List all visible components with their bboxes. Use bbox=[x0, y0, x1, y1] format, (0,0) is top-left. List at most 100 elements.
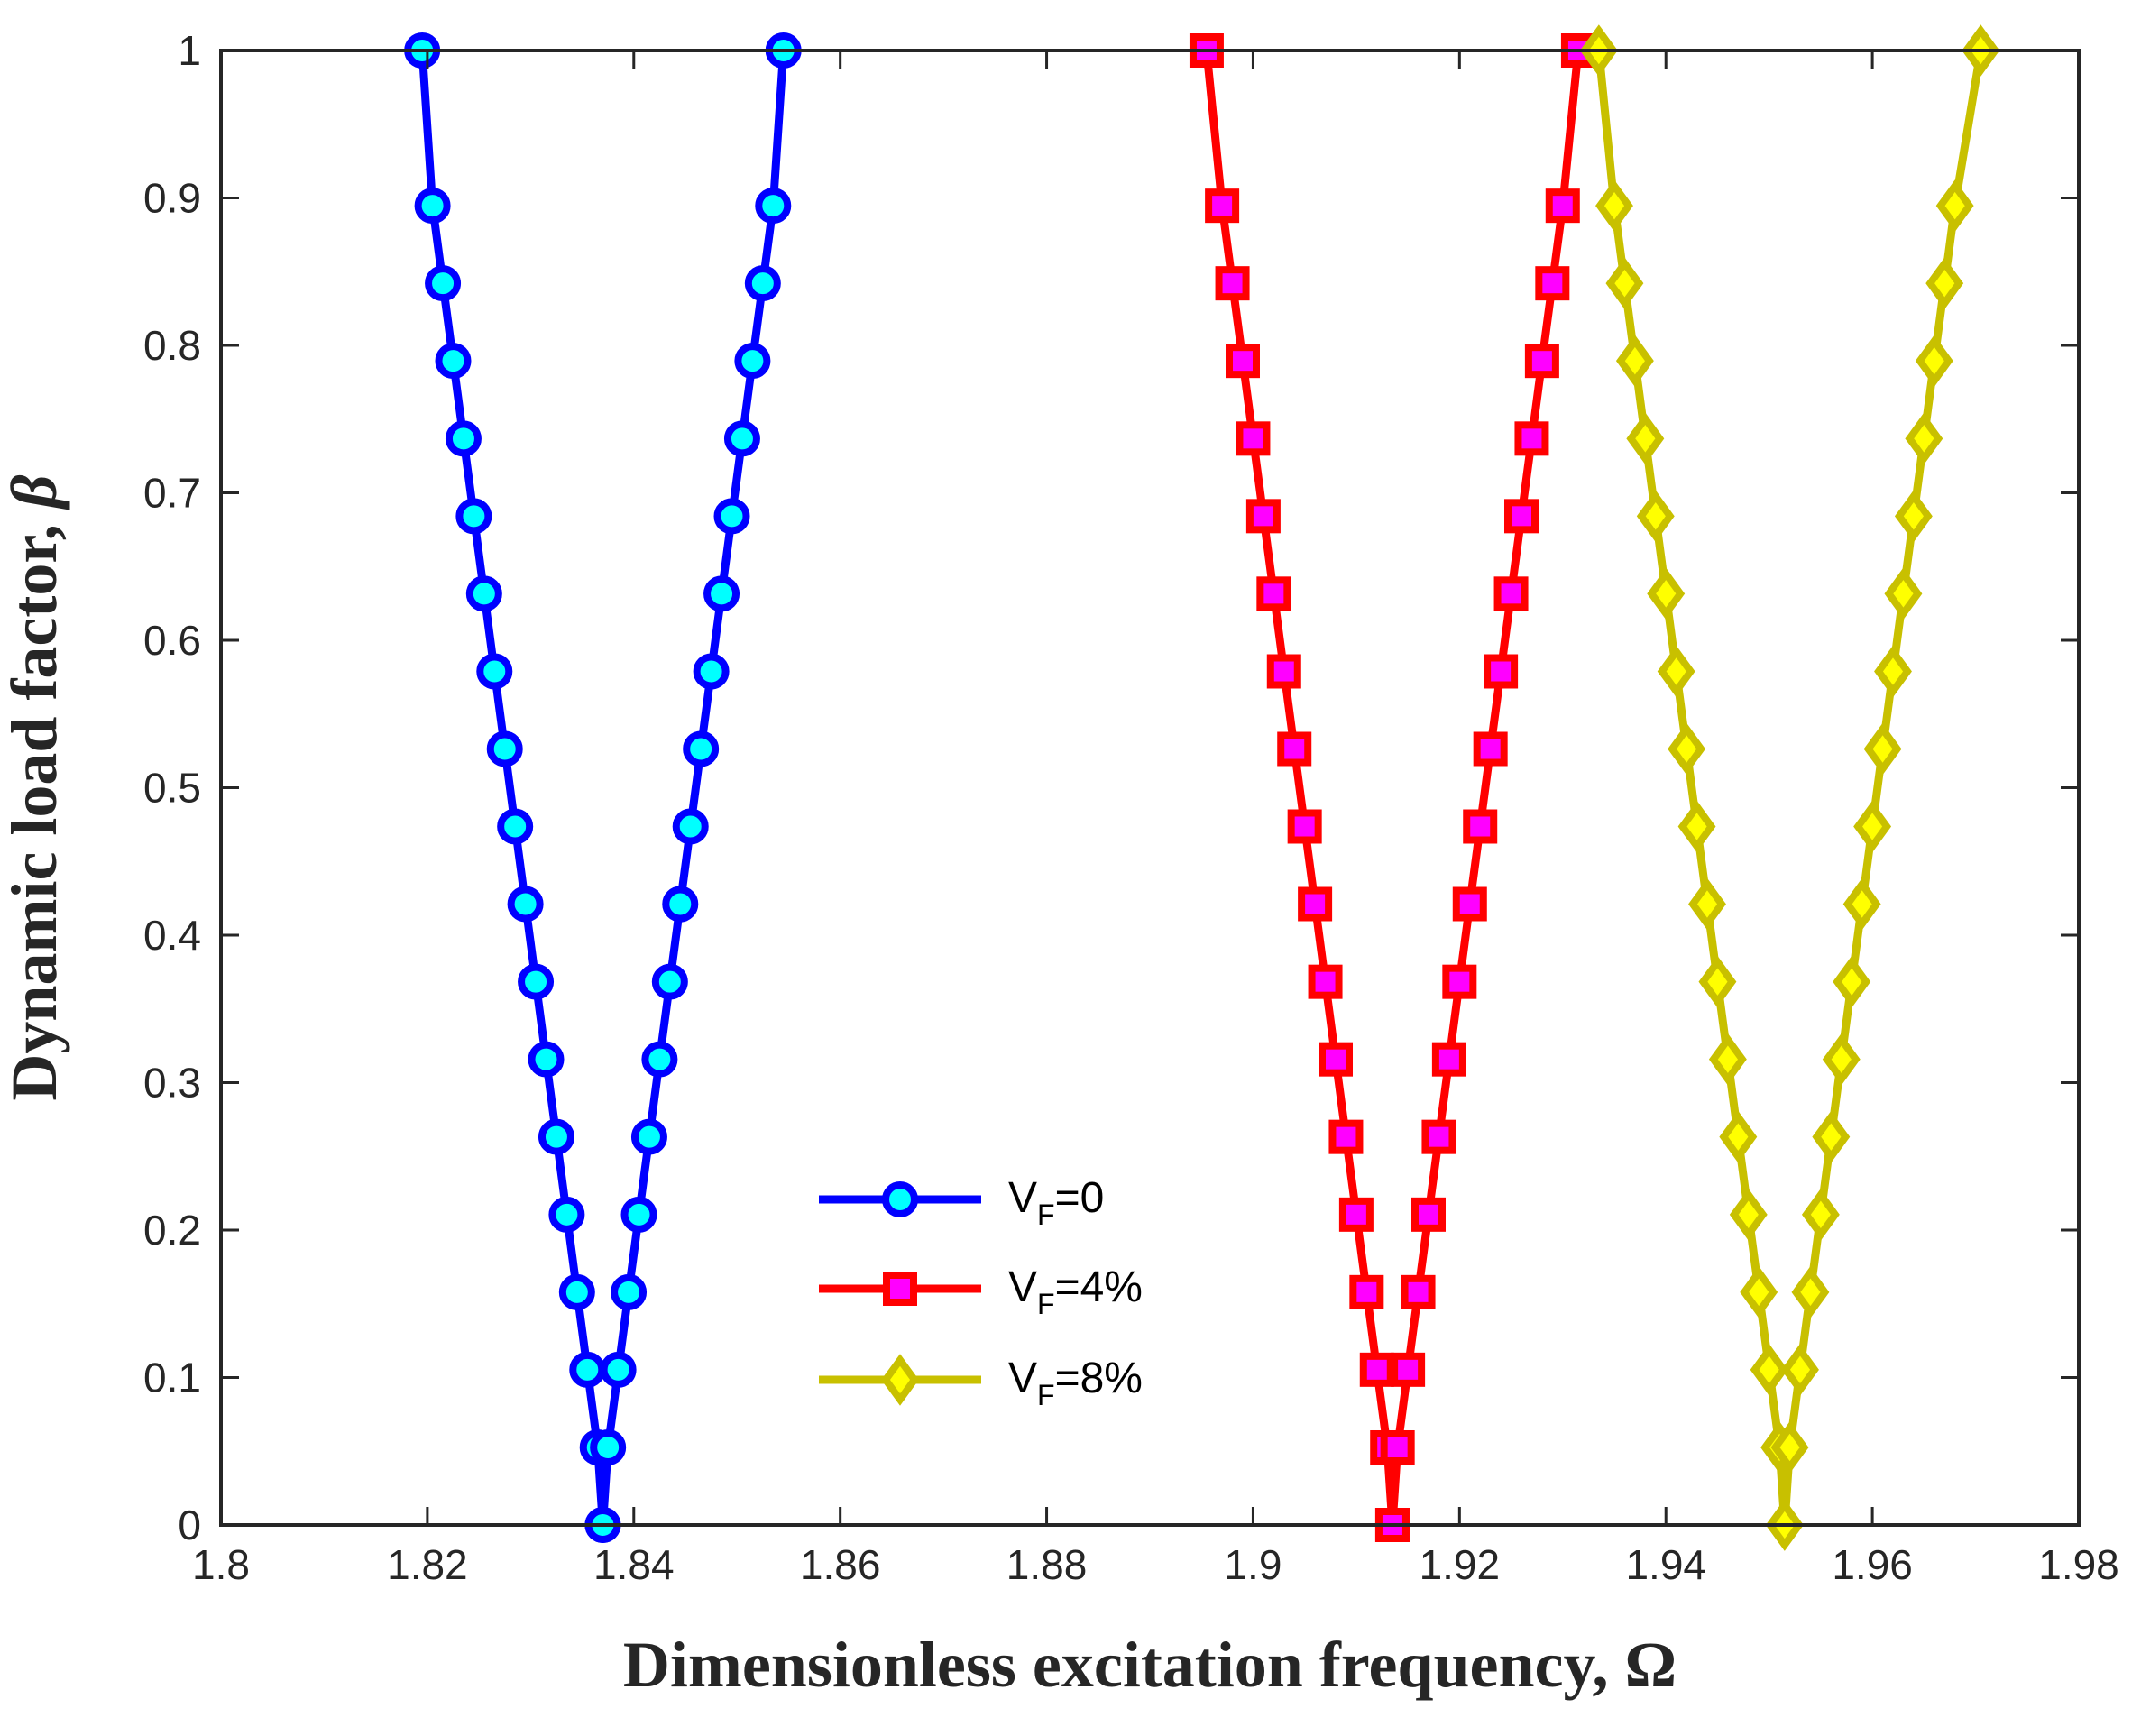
data-point-diamond bbox=[1853, 800, 1892, 853]
data-point-circle bbox=[528, 1041, 565, 1078]
data-point-square bbox=[1349, 1274, 1384, 1309]
y-axis-title: Dynamic load factor, β bbox=[0, 474, 70, 1100]
data-point-circle bbox=[414, 188, 451, 225]
data-point-square bbox=[1401, 1274, 1436, 1309]
data-point-diamond bbox=[1884, 567, 1923, 620]
legend-label: VF=8% bbox=[1008, 1355, 1143, 1411]
legend-marker-circle bbox=[882, 1181, 918, 1217]
x-tick-label: 1.96 bbox=[1832, 1541, 1913, 1588]
data-point-diamond bbox=[1915, 335, 1953, 387]
data-point-diamond bbox=[1668, 722, 1706, 776]
data-point-square bbox=[1431, 1042, 1466, 1077]
data-point-circle bbox=[703, 575, 740, 612]
data-point-diamond bbox=[1925, 257, 1964, 309]
series-1 bbox=[404, 32, 802, 1543]
y-tick-label: 0.3 bbox=[143, 1060, 201, 1107]
data-point-square bbox=[1524, 344, 1559, 379]
y-tick-label: 0.2 bbox=[143, 1207, 201, 1254]
data-point-diamond bbox=[1770, 1421, 1809, 1474]
y-tick-label: 0.4 bbox=[143, 912, 201, 959]
y-tick-label: 0.1 bbox=[143, 1355, 201, 1401]
data-point-circle bbox=[600, 1351, 637, 1388]
data-point-diamond bbox=[1626, 412, 1665, 465]
y-axis-title-text: Dynamic load factor, bbox=[0, 508, 70, 1100]
legend-entry-1: VF=0 bbox=[819, 1174, 1104, 1231]
y-axis-title-symbol: β bbox=[0, 474, 70, 510]
data-point-diamond bbox=[1605, 257, 1644, 309]
data-point-circle bbox=[455, 498, 492, 535]
y-tick-label: 0.8 bbox=[143, 322, 201, 369]
x-tick-label: 1.94 bbox=[1625, 1541, 1706, 1588]
data-point-square bbox=[1514, 421, 1549, 456]
data-point-square bbox=[1236, 421, 1271, 456]
data-point-circle bbox=[486, 730, 523, 767]
x-axis-title-symbol: Ω bbox=[1624, 1629, 1677, 1701]
x-axis-ticks: 1.8 1.82 1.84 1.86 1.88 1.9 1.92 1.94 1.96 1.98 bbox=[192, 51, 2119, 1588]
legend-label: VF=4% bbox=[1008, 1263, 1143, 1320]
legend: VF=0 VF=4% VF=8% bbox=[819, 1174, 1143, 1411]
data-point-square bbox=[1421, 1119, 1456, 1154]
data-point-circle bbox=[445, 420, 482, 457]
x-axis-title: Dimensionless excitation frequency, Ω bbox=[623, 1629, 1677, 1701]
data-point-diamond bbox=[1657, 645, 1695, 698]
data-point-square bbox=[1287, 809, 1322, 844]
data-point-circle bbox=[662, 886, 699, 923]
data-point-circle bbox=[507, 886, 544, 923]
x-tick-label: 1.84 bbox=[593, 1541, 675, 1588]
data-point-diamond bbox=[1595, 179, 1633, 232]
data-point-diamond bbox=[1894, 490, 1933, 543]
data-point-square bbox=[1493, 576, 1529, 611]
x-tick-label: 1.82 bbox=[387, 1541, 468, 1588]
data-point-diamond bbox=[1822, 1033, 1861, 1086]
x-tick-label: 1.9 bbox=[1224, 1541, 1282, 1588]
data-point-circle bbox=[590, 1428, 627, 1465]
x-tick-label: 1.8 bbox=[192, 1541, 250, 1588]
data-point-diamond bbox=[1781, 1344, 1819, 1396]
legend-entry-2: VF=4% bbox=[819, 1263, 1143, 1320]
data-point-diamond bbox=[1708, 1033, 1747, 1086]
data-point-square bbox=[1411, 1197, 1446, 1232]
data-point-diamond bbox=[1698, 955, 1737, 1008]
data-point-circle bbox=[723, 420, 760, 457]
y-tick-label: 0.7 bbox=[143, 470, 201, 517]
data-point-diamond bbox=[1688, 877, 1726, 931]
data-point-diamond bbox=[1863, 722, 1902, 776]
data-point-diamond bbox=[1812, 1110, 1851, 1163]
data-point-diamond bbox=[1636, 490, 1675, 543]
x-tick-label: 1.98 bbox=[2038, 1541, 2119, 1588]
data-point-diamond bbox=[1740, 1266, 1778, 1318]
data-point-circle bbox=[734, 343, 771, 380]
data-point-square bbox=[1473, 731, 1508, 767]
data-point-diamond bbox=[1750, 1344, 1788, 1396]
data-point-square bbox=[1535, 266, 1570, 301]
y-tick-label: 0.6 bbox=[143, 617, 201, 664]
data-point-diamond bbox=[1833, 955, 1871, 1008]
data-point-circle bbox=[713, 498, 750, 535]
data-point-square bbox=[1319, 1042, 1353, 1077]
legend-entry-3: VF=8% bbox=[819, 1354, 1143, 1411]
data-point-circle bbox=[693, 653, 730, 690]
legend-marker-diamond bbox=[881, 1354, 919, 1406]
data-point-circle bbox=[672, 808, 709, 845]
y-tick-label: 0.9 bbox=[143, 175, 201, 222]
data-point-diamond bbox=[1615, 335, 1654, 387]
data-point-square bbox=[1277, 731, 1312, 767]
data-point-diamond bbox=[1677, 800, 1716, 853]
data-point-diamond bbox=[1647, 567, 1686, 620]
data-point-circle bbox=[569, 1351, 606, 1388]
data-point-diamond bbox=[1801, 1189, 1840, 1241]
y-tick-label: 0.5 bbox=[143, 765, 201, 812]
data-point-diamond bbox=[1791, 1266, 1830, 1318]
data-point-circle bbox=[435, 343, 472, 380]
data-point-circle bbox=[548, 1196, 585, 1233]
data-point-diamond bbox=[1905, 412, 1943, 465]
x-tick-label: 1.88 bbox=[1006, 1541, 1088, 1588]
data-point-diamond bbox=[1719, 1110, 1758, 1163]
data-point-circle bbox=[683, 730, 720, 767]
data-point-square bbox=[1226, 344, 1260, 379]
data-point-circle bbox=[641, 1041, 678, 1078]
data-point-square bbox=[1245, 499, 1281, 534]
